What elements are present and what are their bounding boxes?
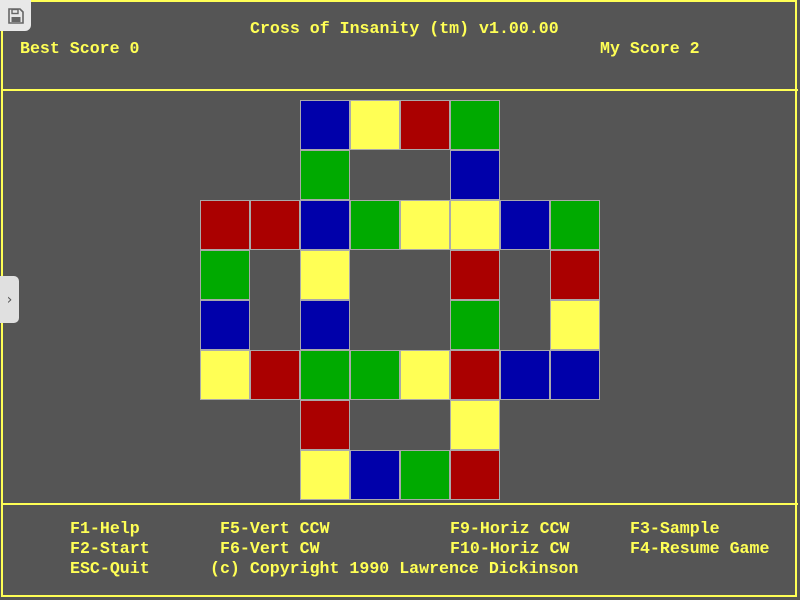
tile-blue[interactable] — [300, 100, 350, 150]
footer-divider — [2, 503, 798, 505]
key-f4-resume: F4-Resume Game — [630, 539, 770, 558]
tile-yellow[interactable] — [350, 100, 400, 150]
tile-green[interactable] — [300, 350, 350, 400]
tile-red[interactable] — [200, 200, 250, 250]
tile-blue[interactable] — [350, 450, 400, 500]
tile-red[interactable] — [250, 200, 300, 250]
header-divider — [2, 89, 798, 91]
tile-green[interactable] — [400, 450, 450, 500]
tile-green[interactable] — [350, 350, 400, 400]
key-f1-help: F1-Help — [70, 519, 140, 538]
key-f6-vert-cw: F6-Vert CW — [220, 539, 320, 558]
tile-yellow[interactable] — [300, 250, 350, 300]
tile-green[interactable] — [450, 100, 500, 150]
tile-blue[interactable] — [200, 300, 250, 350]
key-f5-vert-ccw: F5-Vert CCW — [220, 519, 330, 538]
key-f2-start: F2-Start — [70, 539, 150, 558]
expand-panel-button[interactable]: › — [0, 276, 19, 323]
chevron-right-icon: › — [6, 291, 13, 308]
key-f3-sample: F3-Sample — [630, 519, 720, 538]
tile-red[interactable] — [400, 100, 450, 150]
tile-red[interactable] — [450, 250, 500, 300]
key-f9-horiz-ccw: F9-Horiz CCW — [450, 519, 570, 538]
best-score: Best Score 0 — [20, 39, 140, 58]
tile-blue[interactable] — [500, 200, 550, 250]
tile-yellow[interactable] — [400, 200, 450, 250]
key-esc-quit: ESC-Quit — [70, 559, 150, 578]
tile-blue[interactable] — [450, 150, 500, 200]
tile-red[interactable] — [450, 450, 500, 500]
tile-yellow[interactable] — [550, 300, 600, 350]
tile-green[interactable] — [550, 200, 600, 250]
tile-yellow[interactable] — [200, 350, 250, 400]
tile-green[interactable] — [200, 250, 250, 300]
game-title: Cross of Insanity (tm) v1.00.00 — [250, 19, 559, 38]
tile-red[interactable] — [250, 350, 300, 400]
tile-yellow[interactable] — [300, 450, 350, 500]
tile-red[interactable] — [300, 400, 350, 450]
floppy-disk-icon — [7, 7, 24, 24]
tile-green[interactable] — [450, 300, 500, 350]
tile-yellow[interactable] — [450, 200, 500, 250]
tile-green[interactable] — [350, 200, 400, 250]
key-f10-horiz-cw: F10-Horiz CW — [450, 539, 570, 558]
tile-red[interactable] — [450, 350, 500, 400]
game-board[interactable] — [200, 100, 600, 500]
copyright: (c) Copyright 1990 Lawrence Dickinson — [210, 559, 579, 578]
tile-blue[interactable] — [300, 200, 350, 250]
save-button[interactable] — [0, 0, 31, 31]
tile-yellow[interactable] — [450, 400, 500, 450]
my-score: My Score 2 — [600, 39, 700, 58]
tile-blue[interactable] — [550, 350, 600, 400]
tile-blue[interactable] — [300, 300, 350, 350]
tile-yellow[interactable] — [400, 350, 450, 400]
tile-blue[interactable] — [500, 350, 550, 400]
tile-green[interactable] — [300, 150, 350, 200]
tile-red[interactable] — [550, 250, 600, 300]
